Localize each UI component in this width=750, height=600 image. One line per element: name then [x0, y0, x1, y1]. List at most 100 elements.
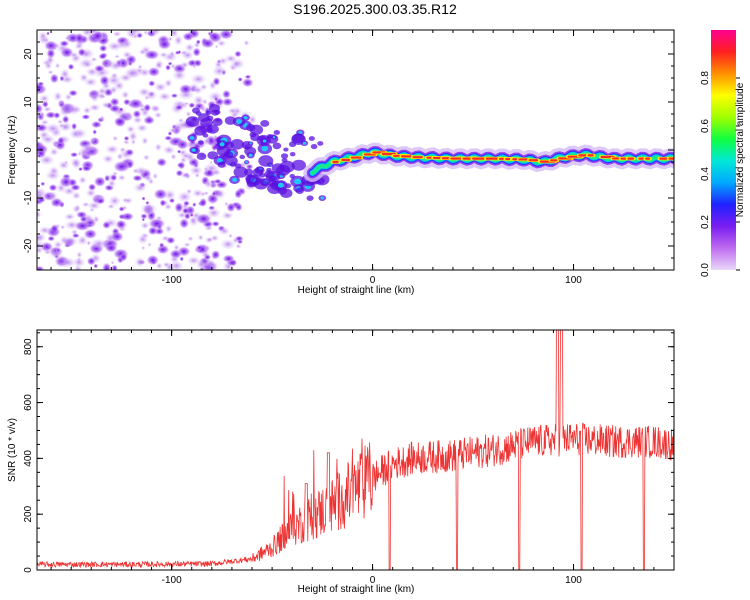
noise-blob: [48, 183, 58, 192]
noise-blob: [93, 176, 107, 188]
noise-blob: [74, 204, 81, 212]
transition-blob: [268, 175, 277, 182]
noise-blob: [85, 240, 92, 247]
noise-blob: [140, 213, 148, 220]
transition-blob: [225, 156, 238, 166]
noise-blob: [165, 64, 172, 71]
noise-blob: [57, 136, 65, 145]
spectrogram-heatmap: [37, 30, 674, 270]
noise-blob: [37, 265, 45, 270]
noise-blob: [132, 182, 148, 193]
noise-blob: [48, 165, 60, 177]
noise-blob: [183, 242, 192, 248]
noise-blob: [143, 49, 160, 60]
noise-blob: [80, 30, 94, 38]
noise-blob: [108, 194, 122, 207]
noise-blob: [188, 102, 196, 109]
noise-blob: [70, 183, 81, 192]
noise-blob: [115, 219, 127, 230]
noise-blob: [169, 249, 183, 259]
noise-blob: [47, 69, 54, 75]
noise-blob: [148, 217, 166, 230]
noise-blob: [86, 201, 102, 211]
noise-blob: [203, 254, 212, 261]
noise-blob: [62, 103, 82, 116]
noise-blob: [203, 245, 211, 251]
noise-blob: [224, 54, 238, 63]
transition-blob: [281, 157, 288, 163]
noise-blob: [218, 226, 231, 236]
snr-ytick-label: 600: [23, 394, 34, 411]
noise-blob: [47, 235, 56, 242]
colorbar-tick-label: 0.0: [700, 263, 711, 277]
noise-blob: [192, 47, 201, 57]
transition-hotspot: [262, 139, 267, 143]
noise-blob: [185, 188, 193, 195]
noise-blob: [108, 60, 123, 72]
snr-ytick-label: 200: [23, 505, 34, 522]
colorbar-label: Normalized spectral amplitude: [735, 82, 746, 217]
transition-hotspot: [236, 119, 242, 124]
noise-blob: [189, 212, 194, 218]
noise-blob: [37, 153, 42, 159]
transition-blob: [283, 147, 289, 152]
noise-blob: [113, 116, 127, 126]
noise-blob: [58, 121, 74, 133]
colorbar-tick-label: 0.8: [700, 71, 711, 85]
transition-blob: [289, 152, 296, 157]
transition-hotspot: [232, 177, 238, 182]
noise-blob: [92, 129, 98, 135]
noise-blob: [102, 221, 111, 230]
noise-blob: [58, 100, 65, 105]
noise-blob: [83, 61, 92, 68]
noise-blob: [212, 76, 221, 87]
snr-xlabel: Height of straight line (km): [298, 584, 415, 595]
noise-blob: [37, 210, 42, 219]
noise-blob: [134, 256, 146, 268]
noise-blob: [152, 172, 159, 180]
transition-hotspot: [294, 178, 302, 185]
noise-blob: [93, 263, 99, 269]
transition-blob: [202, 133, 209, 138]
noise-blob: [227, 233, 234, 239]
noise-blob: [40, 134, 56, 145]
noise-blob: [53, 111, 61, 119]
noise-blob: [122, 110, 134, 120]
noise-blob: [78, 72, 89, 83]
noise-blob: [45, 55, 55, 66]
noise-blob: [37, 225, 52, 235]
figure-title: S196.2025.300.03.35.R12: [293, 1, 457, 17]
noise-blob: [141, 136, 149, 146]
noise-blob: [38, 93, 51, 104]
noise-blob: [98, 53, 107, 60]
noise-blob: [157, 39, 172, 50]
noise-blob: [50, 223, 59, 234]
transition-blob: [295, 187, 304, 194]
noise-blob: [163, 203, 173, 211]
transition-blob: [185, 116, 200, 127]
noise-blob: [128, 130, 138, 143]
noise-blob: [63, 235, 79, 247]
noise-blob: [179, 49, 189, 56]
spectrogram-xtick-label: 0: [370, 275, 376, 286]
noise-blob: [213, 178, 222, 184]
noise-blob: [130, 139, 136, 146]
noise-blob: [69, 157, 82, 169]
spectrogram-ytick-label: 20: [23, 48, 34, 60]
noise-blob: [59, 256, 77, 269]
noise-blob: [179, 217, 190, 229]
noise-blob: [182, 200, 190, 207]
noise-blob: [199, 83, 208, 91]
noise-blob: [74, 32, 85, 44]
noise-blob: [64, 35, 71, 41]
noise-blob: [179, 61, 190, 69]
noise-blob: [200, 38, 215, 49]
noise-blob: [183, 101, 190, 106]
noise-blob: [195, 39, 201, 45]
noise-blob: [63, 212, 76, 221]
noise-blob: [119, 146, 127, 153]
transition-blob: [261, 180, 268, 186]
noise-blob: [164, 224, 173, 233]
snr-ytick-label: 400: [23, 450, 34, 467]
